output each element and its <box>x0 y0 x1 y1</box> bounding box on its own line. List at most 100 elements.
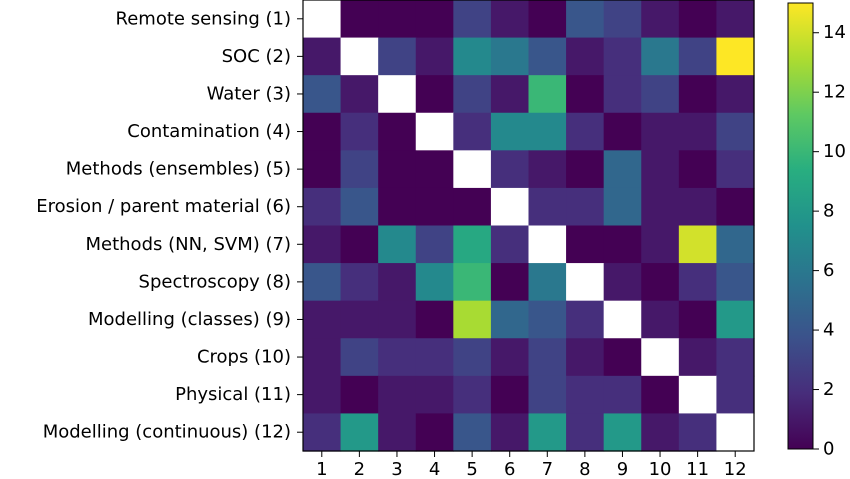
heatmap-cell-r5-c12 <box>716 150 755 189</box>
heatmap-cell-r11-c8 <box>566 375 605 415</box>
heatmap-cell-r4-c12 <box>716 112 755 151</box>
heatmap-cell-r7-c1 <box>303 225 342 264</box>
heatmap-cell-r3-c1 <box>303 75 342 114</box>
heatmap-cell-r5-c3 <box>378 150 417 189</box>
heatmap-cell-r9-c12 <box>716 300 755 339</box>
heatmap-cell-r12-c2 <box>340 413 379 452</box>
heatmap-cell-r5-c2 <box>340 150 379 189</box>
heatmap-cell-r2-c9 <box>603 37 642 76</box>
heatmap-cell-r9-c1 <box>303 300 342 339</box>
heatmap-cell-r11-c6 <box>490 375 530 415</box>
heatmap-cell-r3-c10 <box>641 75 680 114</box>
colorbar: 0 2 4 6 8 10 12 14 <box>787 2 846 460</box>
row-label: Contamination (4) <box>127 121 291 142</box>
heatmap-cell-r4-c7 <box>528 112 567 151</box>
heatmap-cell-r7-c5 <box>453 225 492 264</box>
heatmap-cell-r9-c8 <box>566 300 605 339</box>
heatmap-cell-r7-c9 <box>603 225 642 264</box>
heatmap-cell-r9-c2 <box>340 300 379 339</box>
colorbar-tick-label: 8 <box>823 201 834 222</box>
heatmap-cell-r5-c7 <box>528 150 567 189</box>
heatmap-cell-r5-c6 <box>490 150 530 189</box>
heatmap-cell-r4-c6 <box>490 112 530 151</box>
heatmap-cell-r12-c8 <box>566 413 605 452</box>
heatmap-cell-r3-c7 <box>528 75 567 114</box>
heatmap-cell-r10-c8 <box>566 338 605 377</box>
heatmap-cell-r8-c4 <box>415 263 454 302</box>
heatmap-cell-r3-c4 <box>415 75 454 114</box>
heatmap-cell-r1-c10 <box>641 0 680 39</box>
heatmap-cell-r9-c4 <box>415 300 454 339</box>
row-labels: Remote sensing (1) SOC (2) Water (3) Contam… <box>36 8 303 443</box>
colorbar-gradient <box>787 2 814 450</box>
heatmap-cell-r6-c4 <box>415 187 454 227</box>
heatmap-cell-r3-c2 <box>340 75 379 114</box>
heatmap-cell-r6-c8 <box>566 187 605 227</box>
heatmap-cell-r2-c10 <box>641 37 680 76</box>
heatmap-cell-r12-c5 <box>453 413 492 452</box>
heatmap-cell-r6-c5 <box>453 187 492 227</box>
row-label: SOC (2) <box>222 46 291 67</box>
heatmap-cell-r11-c3 <box>378 375 417 415</box>
heatmap-cell-r1-c8 <box>566 0 605 39</box>
heatmap-cell-r1-c9 <box>603 0 642 39</box>
heatmap-cell-r10-c3 <box>378 338 417 377</box>
heatmap-cell-r3-c6 <box>490 75 530 114</box>
column-label: 3 <box>391 459 402 479</box>
heatmap-cell-r1-c7 <box>528 0 567 39</box>
heatmap-cell-r7-c3 <box>378 225 417 264</box>
heatmap-cell-r1-c6 <box>490 0 530 39</box>
heatmap-cell-r9-c10 <box>641 300 680 339</box>
heatmap-cell-r8-c6 <box>490 263 530 302</box>
heatmap-cell-r4-c5 <box>453 112 492 151</box>
heatmap-cell-r7-c11 <box>678 225 718 264</box>
column-label: 8 <box>579 459 590 479</box>
heatmap-cell-r2-c1 <box>303 37 342 76</box>
heatmap-cell-r7-c2 <box>340 225 379 264</box>
column-label: 6 <box>504 459 515 479</box>
heatmap-cell-r10-c9 <box>603 338 642 377</box>
heatmap-cell-r8-c11 <box>678 263 718 302</box>
column-label: 7 <box>542 459 553 479</box>
heatmap-cell-r5-c11 <box>678 150 718 189</box>
heatmap-cell-r5-c9 <box>603 150 642 189</box>
heatmap-cell-r3-c8 <box>566 75 605 114</box>
heatmap-cell-r9-c5 <box>453 300 492 339</box>
heatmap-cell-r2-c2 <box>340 37 379 76</box>
row-label: Crops (10) <box>197 347 291 368</box>
heatmap-cell-r9-c6 <box>490 300 530 339</box>
heatmap-cell-r5-c5 <box>453 150 492 189</box>
heatmap-cell-r1-c12 <box>716 0 755 39</box>
column-label: 11 <box>686 459 709 479</box>
heatmap-cell-r4-c3 <box>378 112 417 151</box>
row-label: Spectroscopy (8) <box>139 271 291 292</box>
heatmap-cell-r2-c6 <box>490 37 530 76</box>
heatmap-cell-r9-c11 <box>678 300 718 339</box>
colorbar-tick-label: 4 <box>823 320 834 341</box>
heatmap-cell-r8-c2 <box>340 263 379 302</box>
column-labels: 1 2 3 4 5 6 7 8 9 10 11 12 <box>316 451 747 479</box>
heatmap-cell-r4-c10 <box>641 112 680 151</box>
heatmap-cell-r9-c3 <box>378 300 417 339</box>
heatmap-cell-r11-c2 <box>340 375 379 415</box>
heatmap-cell-r8-c9 <box>603 263 642 302</box>
heatmap-cell-r8-c12 <box>716 263 755 302</box>
heatmap-cell-r11-c7 <box>528 375 567 415</box>
heatmap-cell-r7-c12 <box>716 225 755 264</box>
row-label: Modelling (classes) (9) <box>88 309 291 330</box>
heatmap-cell-r8-c10 <box>641 263 680 302</box>
row-label: Methods (ensembles) (5) <box>66 159 291 180</box>
heatmap-cell-r7-c8 <box>566 225 605 264</box>
heatmap-cell-r12-c7 <box>528 413 567 452</box>
heatmap-cell-r11-c10 <box>641 375 680 415</box>
heatmap-cell-r6-c7 <box>528 187 567 227</box>
heatmap-cell-r7-c10 <box>641 225 680 264</box>
heatmap-cell-r12-c10 <box>641 413 680 452</box>
heatmap-cell-r5-c4 <box>415 150 454 189</box>
heatmap-cell-r12-c1 <box>303 413 342 452</box>
heatmap-cell-r10-c12 <box>716 338 755 377</box>
heatmap-cell-r11-c4 <box>415 375 454 415</box>
row-label: Erosion / parent material (6) <box>36 196 291 217</box>
heatmap-cell-r6-c10 <box>641 187 680 227</box>
heatmap-cell-r1-c1 <box>303 0 342 39</box>
